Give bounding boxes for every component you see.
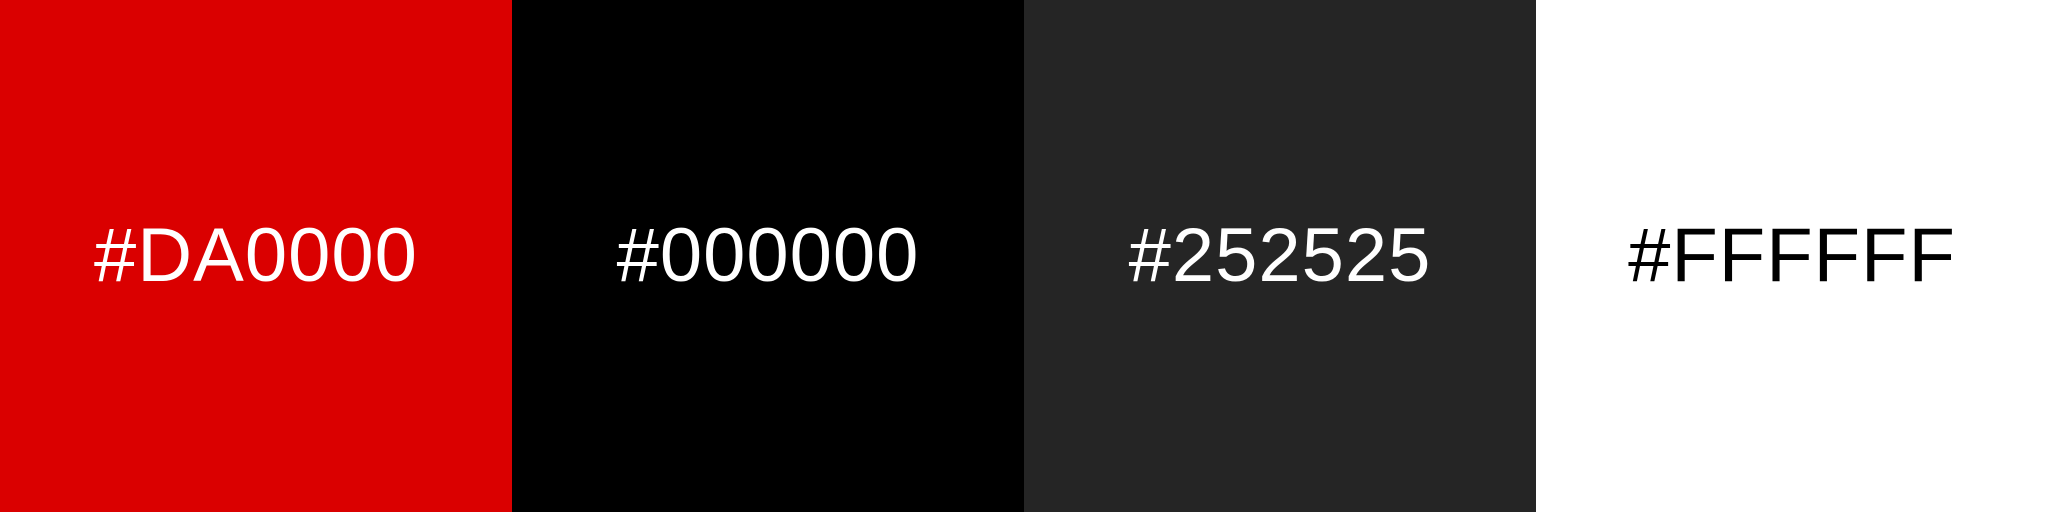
color-swatch-red: #DA0000 [0,0,512,512]
hex-code-label: #DA0000 [94,213,418,298]
color-swatch-dark-gray: #252525 [1024,0,1536,512]
hex-code-label: #000000 [616,213,920,298]
color-swatch-white: #FFFFFF [1536,0,2048,512]
color-swatch-black: #000000 [512,0,1024,512]
hex-code-label: #252525 [1128,213,1432,298]
hex-code-label: #FFFFFF [1628,213,1956,298]
